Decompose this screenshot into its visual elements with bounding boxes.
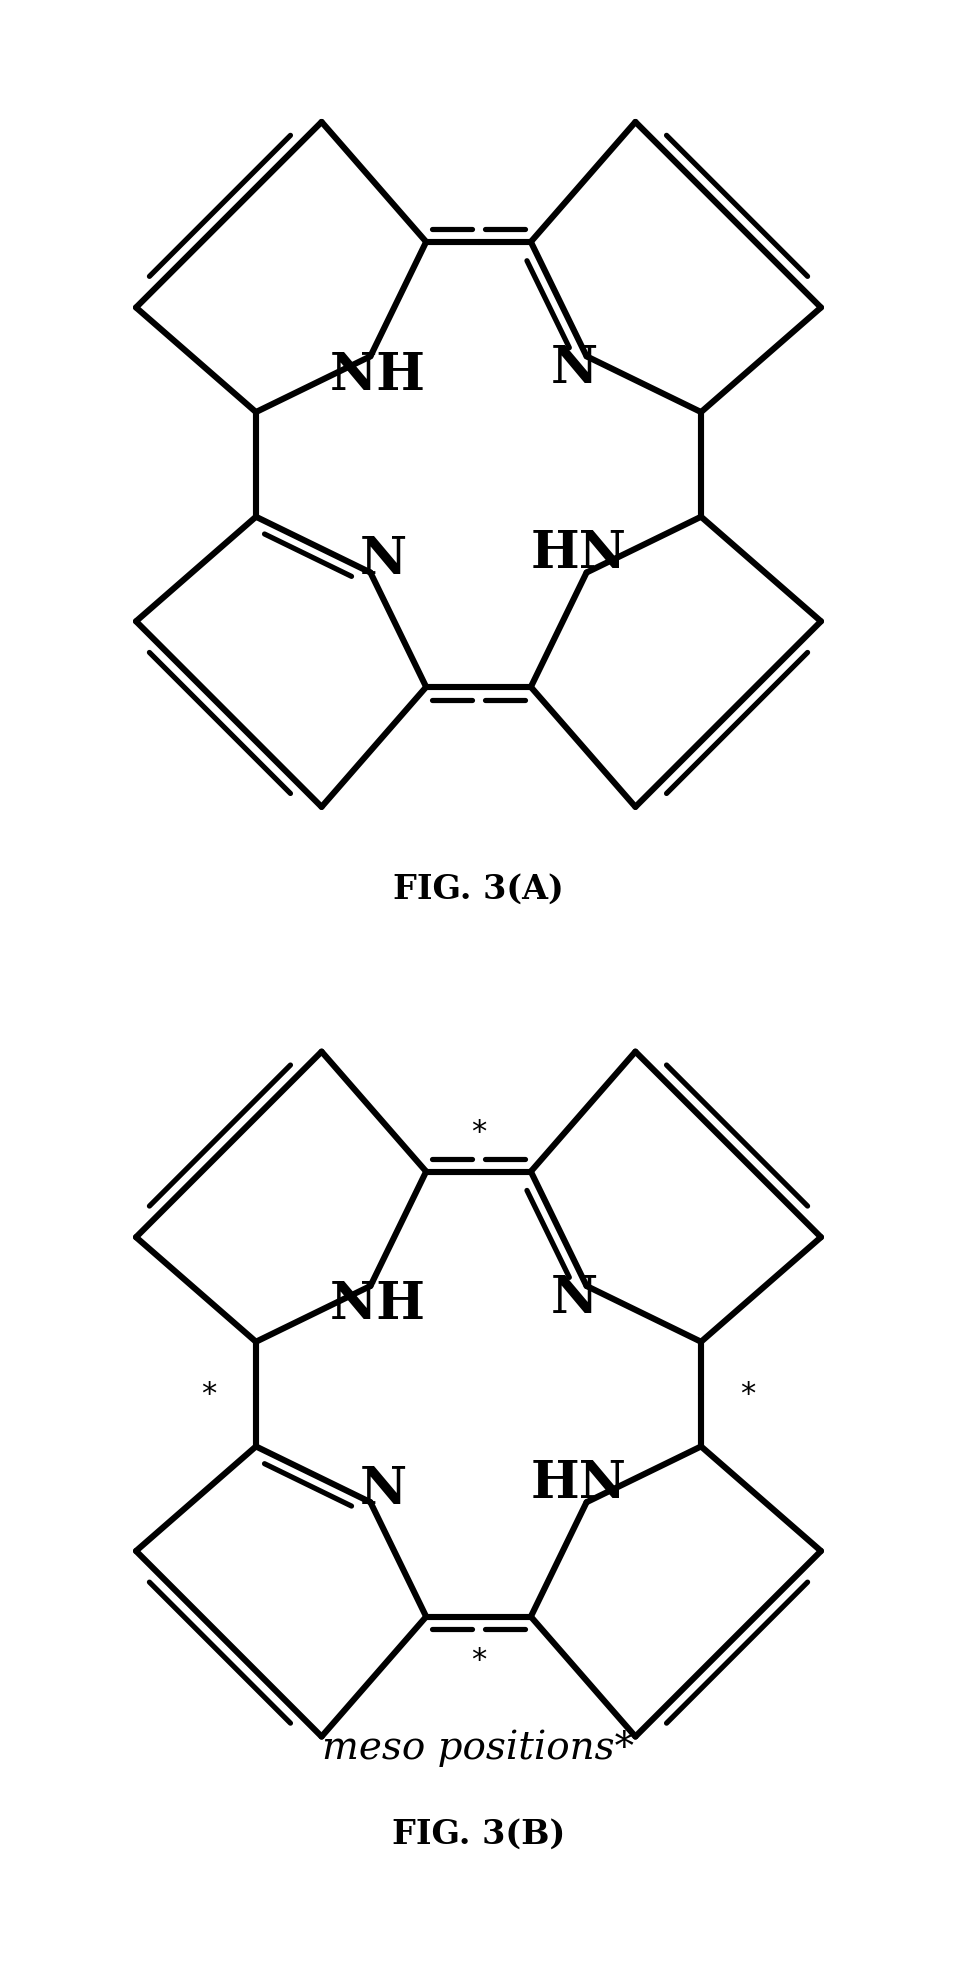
Text: *: *: [471, 1118, 486, 1148]
Text: FIG. 3(A): FIG. 3(A): [393, 873, 564, 906]
Text: N: N: [359, 1464, 407, 1516]
Text: FIG. 3(B): FIG. 3(B): [391, 1817, 566, 1850]
Text: *: *: [741, 1379, 756, 1409]
Text: *: *: [201, 1379, 216, 1409]
Text: HN: HN: [531, 1459, 627, 1508]
Text: HN: HN: [531, 528, 627, 580]
Text: N: N: [550, 344, 598, 394]
Text: NH: NH: [330, 1278, 426, 1330]
Text: N: N: [550, 1272, 598, 1324]
Text: NH: NH: [330, 350, 426, 400]
Text: N: N: [359, 534, 407, 586]
Text: *: *: [471, 1647, 486, 1674]
Text: meso positions*: meso positions*: [323, 1730, 634, 1767]
